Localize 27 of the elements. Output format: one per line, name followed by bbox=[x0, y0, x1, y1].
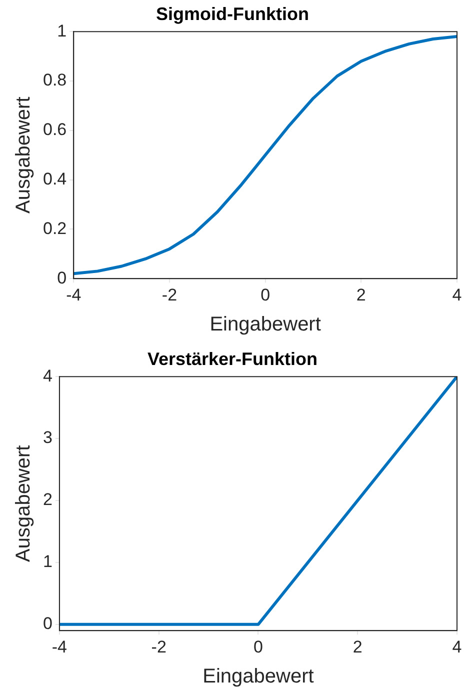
x-tick-label: 4 bbox=[452, 285, 462, 304]
x-tick-label: -2 bbox=[162, 285, 178, 304]
y-tick-label: 0 bbox=[42, 614, 52, 634]
y-tick-label: 0.2 bbox=[42, 218, 67, 238]
y-tick-label: 1 bbox=[42, 552, 52, 572]
x-tick-label: 0 bbox=[253, 637, 263, 656]
y-axis-title: Ausgabewert bbox=[12, 96, 35, 214]
y-tick-label: 1 bbox=[57, 21, 67, 40]
y-tick-label: 0.4 bbox=[42, 169, 67, 188]
chart-title: Sigmoid-Funktion bbox=[156, 4, 309, 24]
x-tick-label: -4 bbox=[66, 285, 82, 304]
y-tick-label: 3 bbox=[42, 428, 52, 448]
y-tick-label: 0.6 bbox=[42, 120, 67, 140]
y-tick-label: 2 bbox=[42, 490, 52, 510]
y-tick-label: 4 bbox=[42, 366, 52, 386]
y-tick-label: 0 bbox=[57, 268, 67, 288]
x-tick-label: -2 bbox=[151, 637, 166, 656]
x-axis-title: Eingabewert bbox=[210, 314, 322, 336]
x-tick-label: 2 bbox=[352, 637, 362, 656]
x-tick-label: -4 bbox=[52, 637, 68, 656]
y-tick-label: 0.8 bbox=[42, 70, 67, 90]
x-tick-label: 4 bbox=[452, 637, 462, 656]
y-axis-title: Ausgabewert bbox=[12, 444, 35, 562]
x-axis-title: Eingabewert bbox=[202, 666, 314, 688]
x-tick-label: 2 bbox=[356, 285, 366, 304]
x-tick-label: 0 bbox=[260, 285, 270, 304]
chart-title: Verstärker-Funktion bbox=[147, 348, 318, 369]
